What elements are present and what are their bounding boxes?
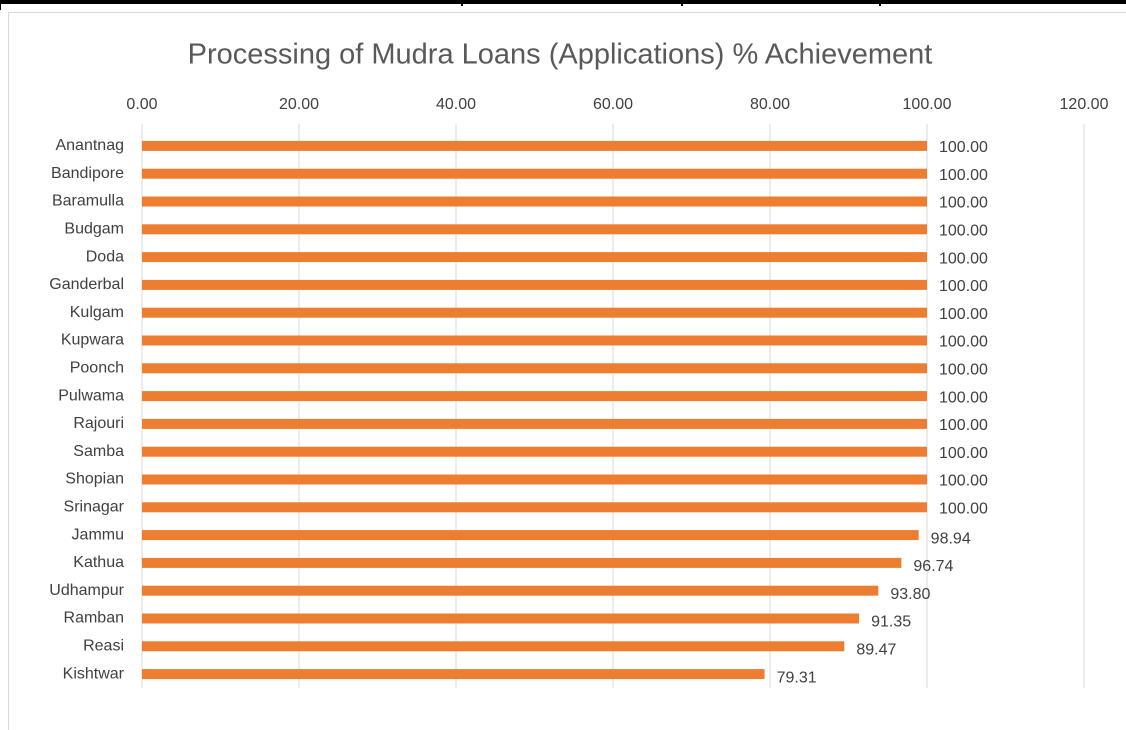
- data-label: 89.47: [856, 642, 896, 659]
- y-tick-label: Reasi: [83, 638, 124, 655]
- data-label: 96.74: [913, 558, 953, 575]
- bar: [142, 557, 902, 568]
- y-tick-label: Srinagar: [64, 499, 125, 516]
- data-label: 91.35: [871, 614, 911, 631]
- data-label: 100.00: [939, 306, 988, 323]
- bar: [142, 530, 919, 541]
- y-tick-label: Doda: [86, 248, 124, 265]
- data-label: 100.00: [939, 250, 988, 267]
- bar: [142, 168, 927, 179]
- x-tick-label: 40.00: [436, 96, 476, 113]
- y-tick-label: Jammu: [72, 526, 124, 543]
- x-tick-label: 0.00: [126, 96, 157, 113]
- data-label: 100.00: [939, 278, 988, 295]
- data-label: 100.00: [939, 389, 988, 406]
- data-label: 100.00: [939, 417, 988, 434]
- bar: [142, 224, 927, 235]
- data-label: 100.00: [939, 334, 988, 351]
- x-tick-label: 120.00: [1060, 96, 1109, 113]
- bar: [142, 502, 927, 513]
- y-tick-label: Ramban: [64, 610, 124, 627]
- y-tick-label: Kulgam: [70, 304, 124, 321]
- y-tick-label: Shopian: [65, 471, 124, 488]
- y-tick-label: Rajouri: [73, 415, 124, 432]
- y-tick-label: Poonch: [70, 360, 124, 377]
- y-tick-label: Kupwara: [61, 332, 124, 349]
- data-label: 100.00: [939, 501, 988, 518]
- x-tick-label: 80.00: [750, 96, 790, 113]
- bar: [142, 669, 765, 680]
- table-border: [0, 0, 1126, 4]
- y-tick-label: Baramulla: [52, 193, 124, 210]
- bar: [142, 391, 927, 402]
- chart-border: [8, 12, 1126, 730]
- bar: [142, 140, 927, 151]
- data-label: 100.00: [939, 473, 988, 490]
- bar: [142, 335, 927, 346]
- y-tick-label: Samba: [73, 443, 124, 460]
- y-tick-label: Pulwama: [58, 387, 124, 404]
- bar: [142, 418, 927, 429]
- data-label: 100.00: [939, 223, 988, 240]
- data-label: 100.00: [939, 362, 988, 379]
- x-tick-label: 60.00: [593, 96, 633, 113]
- data-label: 98.94: [931, 530, 971, 547]
- bar: [142, 613, 860, 624]
- y-tick-label: Udhampur: [49, 582, 124, 599]
- bar: [142, 279, 927, 290]
- data-label: 100.00: [939, 139, 988, 156]
- data-label: 79.31: [777, 669, 817, 686]
- data-label: 100.00: [939, 195, 988, 212]
- data-label: 93.80: [890, 586, 930, 603]
- y-tick-label: Kishtwar: [63, 665, 125, 682]
- chart-title: Processing of Mudra Loans (Applications)…: [188, 39, 933, 71]
- bar: [142, 196, 927, 207]
- y-tick-label: Bandipore: [51, 165, 124, 182]
- bar: [142, 363, 927, 374]
- data-label: 100.00: [939, 167, 988, 184]
- x-tick-label: 100.00: [903, 96, 952, 113]
- bar: [142, 446, 927, 457]
- bar: [142, 585, 879, 596]
- y-tick-label: Budgam: [64, 221, 124, 238]
- x-tick-label: 20.00: [279, 96, 319, 113]
- bar: [142, 474, 927, 485]
- y-tick-label: Ganderbal: [49, 276, 124, 293]
- y-tick-label: Anantnag: [55, 137, 124, 154]
- bar: [142, 252, 927, 263]
- y-tick-label: Kathua: [73, 554, 124, 571]
- bar: [142, 307, 927, 318]
- bar: [142, 641, 845, 652]
- data-label: 100.00: [939, 445, 988, 462]
